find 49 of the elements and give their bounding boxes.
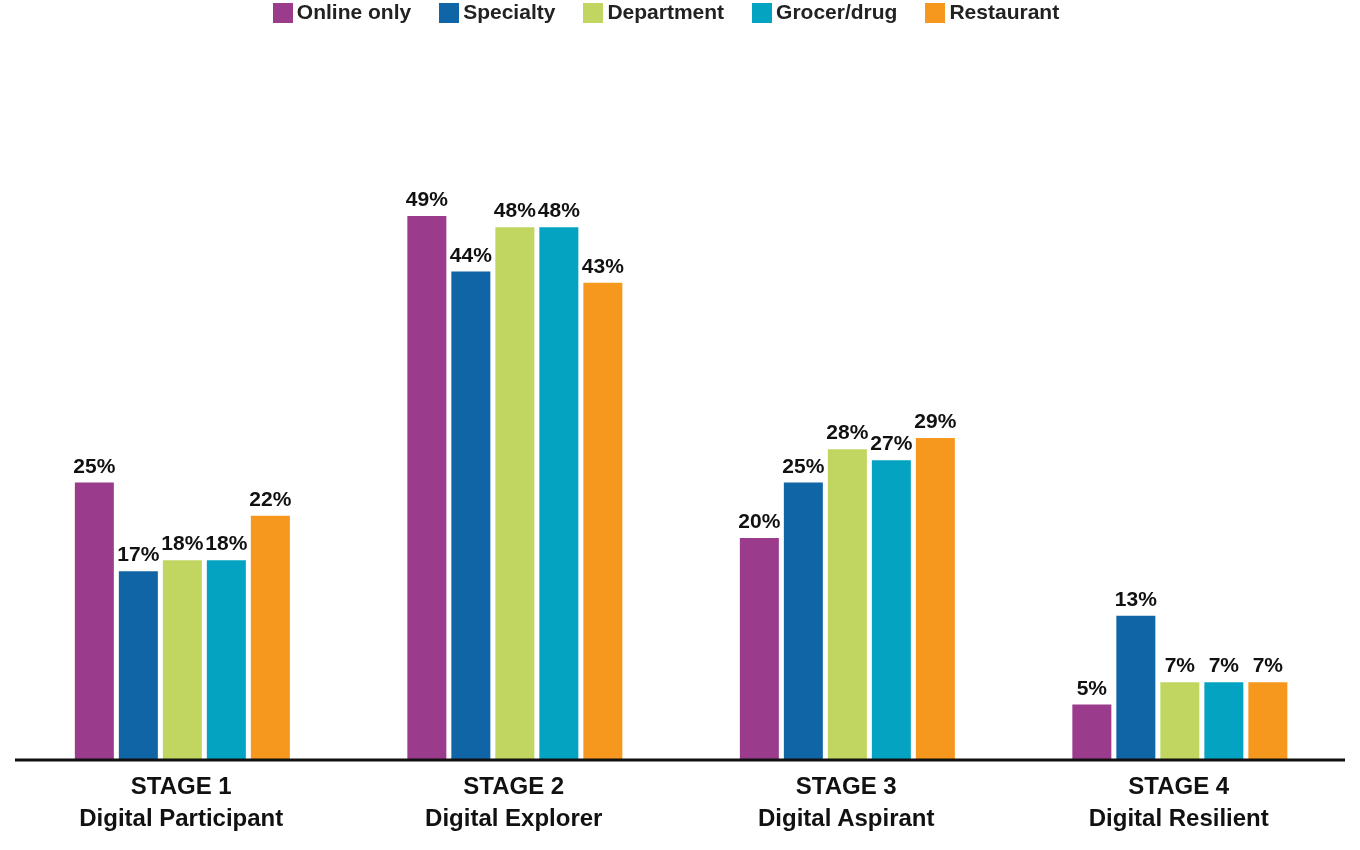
data-label: 27%: [870, 431, 913, 455]
data-label: 48%: [537, 198, 581, 222]
data-label: 17%: [117, 542, 160, 566]
data-label: 25%: [782, 453, 825, 477]
bar: [1248, 682, 1288, 760]
bar: [74, 482, 114, 760]
x-tick-label: STAGE 4 Digital Resilient: [1088, 772, 1269, 831]
data-label: 43%: [581, 253, 625, 277]
bar: [539, 227, 579, 760]
data-label: 20%: [738, 509, 781, 532]
data-label: 7%: [1164, 653, 1196, 677]
bar: [451, 271, 491, 760]
data-label: 48%: [493, 198, 537, 222]
bar: [583, 282, 623, 760]
bar: [1160, 682, 1200, 760]
legend-label: Restaurant: [949, 0, 1060, 23]
bar: [783, 482, 823, 760]
bar: [739, 538, 779, 760]
bar: [206, 560, 246, 760]
data-label: 25%: [73, 453, 116, 477]
bar: [827, 449, 867, 760]
bar: [162, 560, 202, 760]
bar: [1072, 704, 1112, 760]
data-label: 29%: [914, 409, 957, 433]
legend-label: Specialty: [463, 0, 556, 23]
legend-label: Grocer/drug: [776, 0, 898, 23]
bar: [1204, 682, 1244, 760]
x-tick-label: STAGE 3 Digital Aspirant: [758, 772, 935, 831]
legend-label: Online only: [296, 0, 412, 23]
bar: [915, 438, 955, 760]
bar: [407, 216, 447, 760]
x-tick-label: STAGE 2 Digital Explorer: [425, 772, 603, 831]
data-label: 18%: [161, 531, 204, 555]
data-label: 18%: [205, 531, 248, 555]
x-tick-label: STAGE 1 Digital Participant: [79, 772, 284, 831]
data-label: 28%: [826, 420, 869, 444]
bar: [118, 571, 158, 760]
bar: [871, 460, 911, 760]
data-label: 22%: [249, 486, 292, 510]
data-label: 5%: [1076, 675, 1108, 699]
data-label: 13%: [1114, 586, 1158, 610]
bar: [495, 227, 535, 760]
data-label: 49%: [405, 187, 449, 211]
data-label: 44%: [449, 242, 493, 266]
legend-label: Department: [607, 0, 725, 23]
bar: [250, 515, 290, 760]
data-label: 7%: [1208, 653, 1240, 677]
data-label: 7%: [1252, 653, 1284, 677]
bar: [1116, 615, 1156, 760]
